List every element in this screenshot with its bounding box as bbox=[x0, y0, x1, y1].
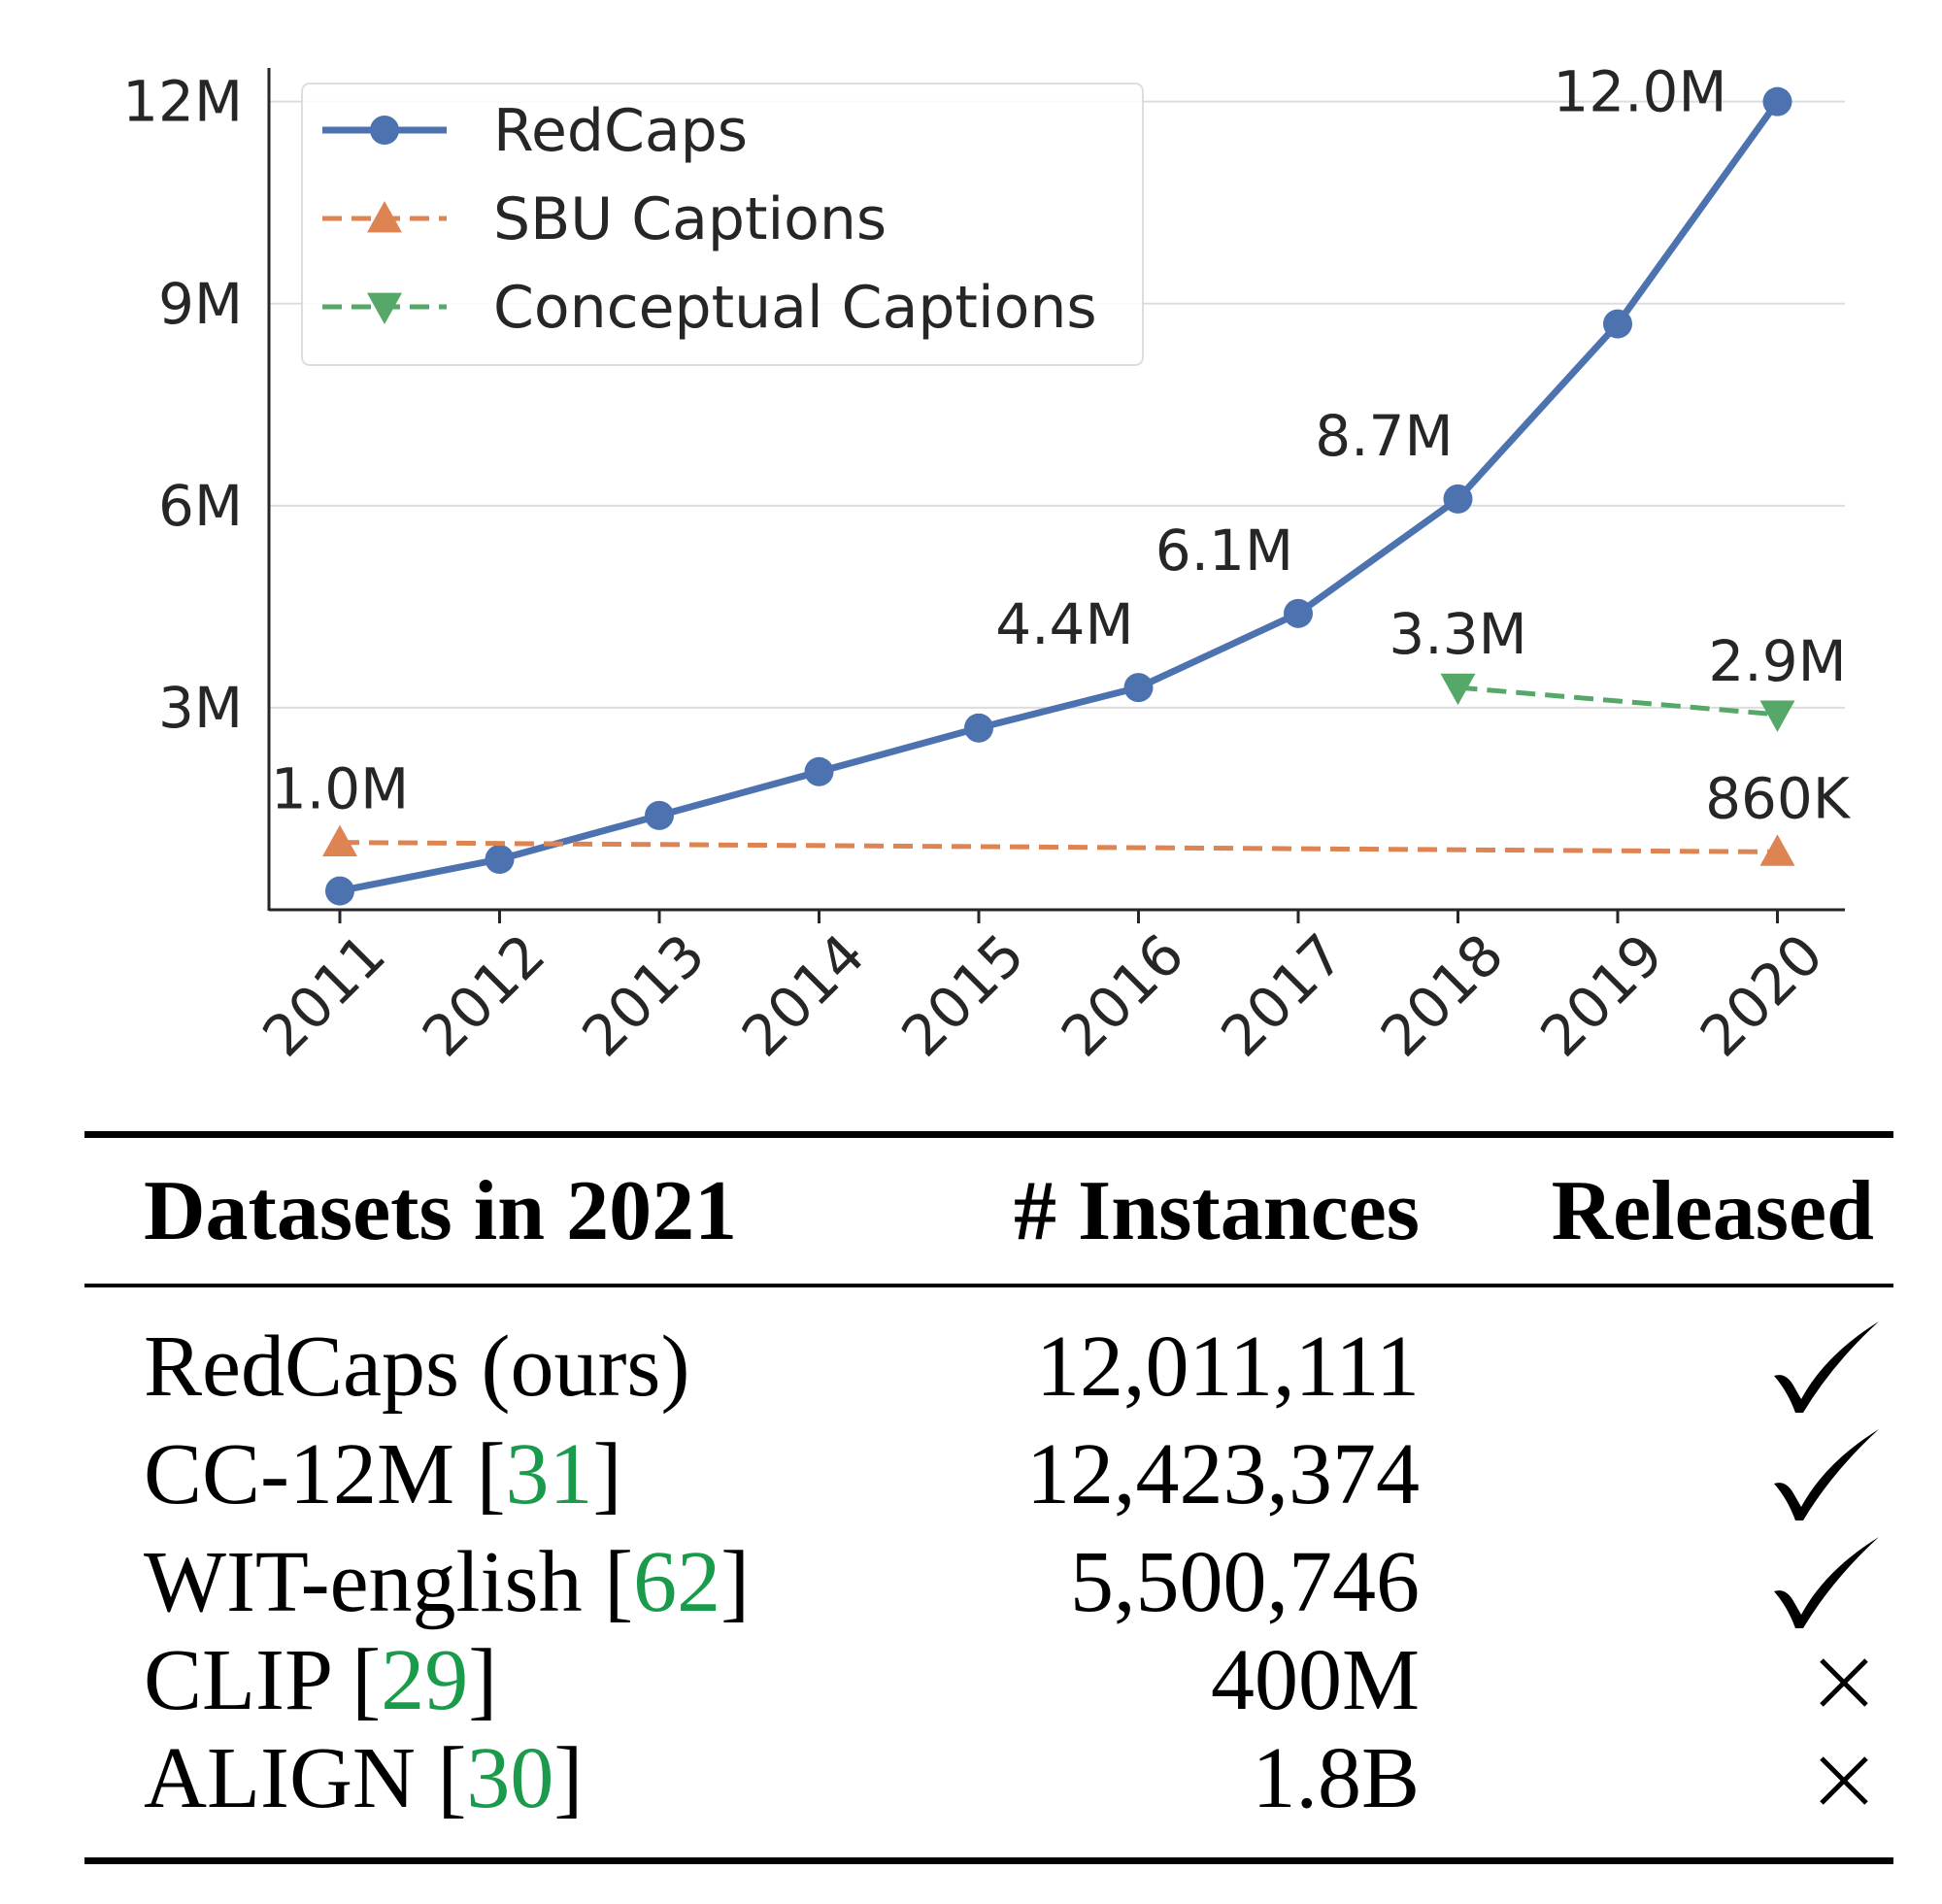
table-bottom-rule bbox=[84, 1857, 1893, 1864]
row-4-dataset: ALIGN [30] bbox=[144, 1735, 583, 1822]
row-3-dataset: CLIP [29] bbox=[144, 1637, 497, 1724]
dataset-name: WIT-english bbox=[144, 1534, 605, 1630]
row-0-dataset: RedCaps (ours) bbox=[144, 1323, 689, 1411]
series-0-point-9 bbox=[1762, 86, 1792, 117]
series-layer bbox=[322, 86, 1795, 906]
series-1-point-0 bbox=[322, 824, 357, 857]
ref-bracket-open: [ bbox=[476, 1426, 506, 1522]
series-0 bbox=[325, 86, 1792, 906]
series-0-point-1 bbox=[485, 844, 515, 874]
legend-box bbox=[301, 83, 1144, 366]
row-3-instances: 400M bbox=[1210, 1632, 1420, 1728]
series-0-point-5 bbox=[1123, 673, 1154, 703]
data-label-1-1: 860K bbox=[1705, 765, 1852, 831]
series-0-point-4 bbox=[964, 713, 993, 743]
legend-marker-0 bbox=[370, 116, 399, 145]
ref-bracket-close: ] bbox=[553, 1730, 584, 1826]
data-label-1-0: 1.0M bbox=[271, 756, 409, 822]
series-0-point-7 bbox=[1443, 484, 1473, 514]
series-2 bbox=[1440, 673, 1795, 732]
table-top-rule bbox=[84, 1131, 1893, 1138]
header-instances: # Instances bbox=[1013, 1164, 1420, 1258]
header-datasets: Datasets in 2021 bbox=[144, 1164, 738, 1258]
series-0-point-3 bbox=[804, 756, 834, 786]
dataset-name: CLIP bbox=[144, 1632, 352, 1728]
series-2-point-1 bbox=[1759, 700, 1795, 732]
legend-label-0: RedCaps bbox=[493, 97, 748, 165]
series-line-0 bbox=[339, 99, 1781, 895]
data-label-2-0: 3.3M bbox=[1389, 601, 1526, 667]
series-0-point-8 bbox=[1603, 309, 1632, 339]
y-tick-label-1: 6M bbox=[158, 473, 243, 539]
citation-link[interactable]: 29 bbox=[381, 1632, 469, 1728]
dataset-name: RedCaps (ours) bbox=[144, 1319, 690, 1415]
series-line-2 bbox=[1457, 685, 1778, 718]
row-1-dataset: CC-12M [31] bbox=[144, 1431, 622, 1519]
ref-bracket-open: [ bbox=[437, 1730, 467, 1826]
row-0-instances: 12,011,111 bbox=[1036, 1319, 1420, 1415]
series-2-point-0 bbox=[1440, 673, 1476, 706]
legend-label-2: Conceptual Captions bbox=[493, 274, 1097, 342]
citation-link[interactable]: 31 bbox=[505, 1426, 593, 1522]
y-tick-label-3: 12M bbox=[122, 69, 243, 135]
citation-link[interactable]: 30 bbox=[466, 1730, 554, 1826]
checkmark-icon bbox=[1774, 1321, 1879, 1413]
dataset-name: ALIGN bbox=[144, 1730, 438, 1826]
row-4-instances: 1.8B bbox=[1252, 1730, 1420, 1826]
series-0-point-0 bbox=[325, 876, 354, 906]
cross-icon bbox=[1820, 1756, 1868, 1805]
series-line-1 bbox=[339, 840, 1778, 854]
checkmark-icon bbox=[1774, 1429, 1879, 1520]
row-2-instances: 5,500,746 bbox=[1070, 1534, 1420, 1630]
series-0-point-6 bbox=[1284, 598, 1313, 628]
series-1-point-1 bbox=[1759, 834, 1795, 866]
y-tick-label-2: 9M bbox=[158, 271, 243, 337]
ref-bracket-open: [ bbox=[604, 1534, 634, 1630]
ref-bracket-close: ] bbox=[720, 1534, 751, 1630]
citation-link[interactable]: 62 bbox=[633, 1534, 721, 1630]
y-tick-label-0: 3M bbox=[158, 675, 243, 741]
data-label-2-1: 2.9M bbox=[1708, 628, 1846, 694]
series-0-point-2 bbox=[645, 800, 674, 830]
header-released: Released bbox=[1551, 1164, 1874, 1258]
dataset-name: CC-12M bbox=[144, 1426, 477, 1522]
ref-bracket-open: [ bbox=[352, 1632, 382, 1728]
legend: RedCaps SBU Captions Conceptual Captions bbox=[301, 83, 1144, 366]
series-1 bbox=[322, 824, 1795, 866]
table-header-rule bbox=[84, 1284, 1893, 1287]
checkmark-icon bbox=[1774, 1537, 1879, 1628]
cross-icon bbox=[1820, 1658, 1868, 1707]
row-2-dataset: WIT-english [62] bbox=[144, 1539, 750, 1626]
legend-marker-2 bbox=[367, 292, 402, 324]
legend-label-1: SBU Captions bbox=[493, 185, 887, 253]
legend-marker-1 bbox=[367, 201, 402, 233]
data-label-0-0: 4.4M bbox=[995, 591, 1133, 657]
ref-bracket-close: ] bbox=[592, 1426, 622, 1522]
data-labels: 4.4M 6.1M 8.7M 12.0M 1.0M 860K 3.3M 2.9M bbox=[271, 59, 1852, 832]
data-label-0-2: 8.7M bbox=[1315, 403, 1453, 469]
data-label-0-1: 6.1M bbox=[1155, 518, 1293, 584]
data-label-0-3: 12.0M bbox=[1553, 59, 1726, 125]
ref-bracket-close: ] bbox=[468, 1632, 498, 1728]
row-1-instances: 12,423,374 bbox=[1026, 1426, 1420, 1522]
